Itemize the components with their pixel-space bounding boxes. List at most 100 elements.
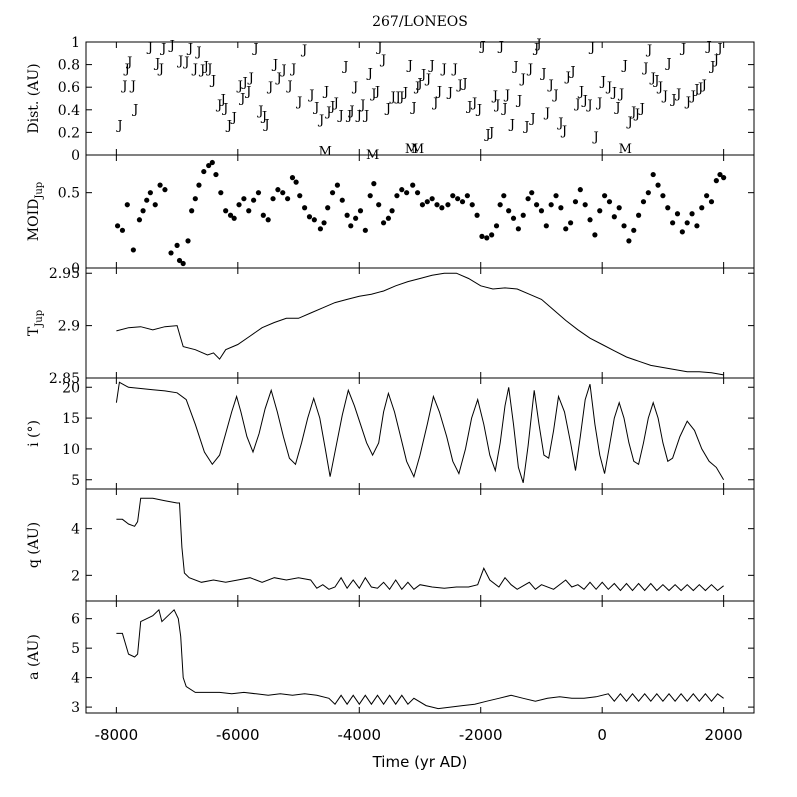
data-point — [469, 202, 475, 208]
marker-J: J — [483, 128, 490, 143]
marker-J: J — [332, 96, 339, 111]
marker-J: J — [629, 105, 636, 120]
data-point — [616, 205, 622, 211]
marker-J: J — [230, 111, 237, 126]
data-point — [265, 217, 271, 223]
marker-J: J — [373, 85, 380, 100]
marker-J: J — [712, 53, 719, 68]
data-point — [717, 171, 723, 178]
y-axis-label: q (AU) — [26, 522, 42, 568]
marker-J: J — [194, 45, 201, 60]
marker-J: J — [684, 95, 691, 110]
x-tick-label: -8000 — [95, 726, 139, 744]
data-point — [429, 196, 435, 202]
data-point — [325, 205, 331, 211]
data-point — [424, 199, 430, 205]
chart-title: 267/LONEOS — [372, 14, 468, 30]
marker-J: J — [479, 39, 486, 54]
marker-J: J — [129, 79, 136, 94]
marker-J: J — [689, 89, 696, 104]
panel-frame — [85, 377, 755, 490]
marker-J: J — [159, 42, 166, 57]
data-point — [213, 171, 219, 178]
data-point — [510, 215, 517, 221]
data-point — [227, 212, 234, 218]
data-point — [206, 162, 212, 169]
marker-J: J — [674, 87, 681, 102]
marker-J: J — [324, 105, 331, 120]
y-tick-label: 15 — [62, 411, 80, 427]
marker-J: J — [564, 70, 571, 85]
y-tick-label: 3 — [71, 700, 80, 716]
marker-J: J — [428, 59, 435, 74]
data-point — [419, 202, 426, 208]
panel-frame — [85, 154, 755, 269]
x-tick-label: 0 — [597, 726, 607, 744]
data-point — [464, 193, 470, 199]
marker-J: J — [341, 60, 348, 75]
y-tick-label: 0.6 — [58, 80, 80, 96]
marker-J: J — [679, 42, 686, 57]
panel-inclination: 5 10 15 20 i (°) — [26, 377, 755, 490]
data-point — [459, 199, 466, 205]
marker-J: J — [633, 107, 640, 122]
marker-J: J — [475, 103, 482, 118]
marker-J: J — [431, 96, 438, 111]
data-point — [404, 190, 410, 196]
panel-moid: 0 0.5 MOIDJup — [26, 154, 755, 277]
marker-J: J — [182, 55, 189, 70]
y-tick-label: 4 — [71, 671, 80, 687]
marker-J: J — [225, 118, 232, 133]
marker-J: J — [176, 54, 183, 69]
data-point — [568, 220, 574, 226]
marker-J: J — [240, 76, 247, 91]
panel-semimajor: 3 4 5 6 a (AU) — [26, 600, 755, 716]
marker-J: J — [191, 62, 198, 77]
marker-J: J — [415, 77, 422, 92]
data-point — [636, 212, 642, 218]
data-point — [119, 227, 126, 233]
marker-J: J — [715, 42, 722, 57]
data-point — [414, 190, 421, 196]
marker-J: J — [328, 99, 335, 114]
panel-frame — [85, 600, 755, 714]
data-point — [572, 199, 579, 205]
series-line — [116, 272, 724, 376]
data-point — [376, 202, 382, 208]
marker-J: J — [375, 41, 382, 56]
data-point — [306, 214, 313, 220]
marker-J: J — [511, 60, 518, 75]
data-point — [538, 208, 545, 214]
marker-J: J — [526, 62, 533, 77]
data-point — [246, 208, 252, 214]
marker-J: J — [317, 113, 324, 128]
marker-J: J — [262, 117, 269, 132]
marker-J: J — [605, 80, 612, 95]
data-point — [348, 223, 354, 229]
marker-J: J — [708, 60, 715, 75]
series-line — [116, 608, 724, 710]
marker-J: J — [312, 100, 319, 115]
marker-J: J — [455, 78, 462, 93]
marker-J: J — [247, 71, 254, 86]
y-tick-label: 5 — [71, 641, 80, 657]
data-point — [679, 229, 685, 235]
marker-J: J — [500, 102, 507, 117]
data-point — [674, 211, 681, 217]
marker-J: J — [595, 96, 602, 111]
marker-J: J — [547, 78, 554, 93]
data-point — [174, 242, 180, 248]
data-point — [543, 223, 549, 229]
marker-J: J — [577, 85, 584, 100]
data-point — [592, 232, 598, 238]
data-point — [520, 212, 526, 218]
data-point — [209, 159, 215, 166]
marker-J: J — [256, 104, 263, 119]
data-point — [455, 196, 461, 202]
marker-M: M — [619, 142, 632, 157]
marker-J: J — [336, 108, 343, 123]
y-tick-label: 0.8 — [58, 58, 80, 74]
